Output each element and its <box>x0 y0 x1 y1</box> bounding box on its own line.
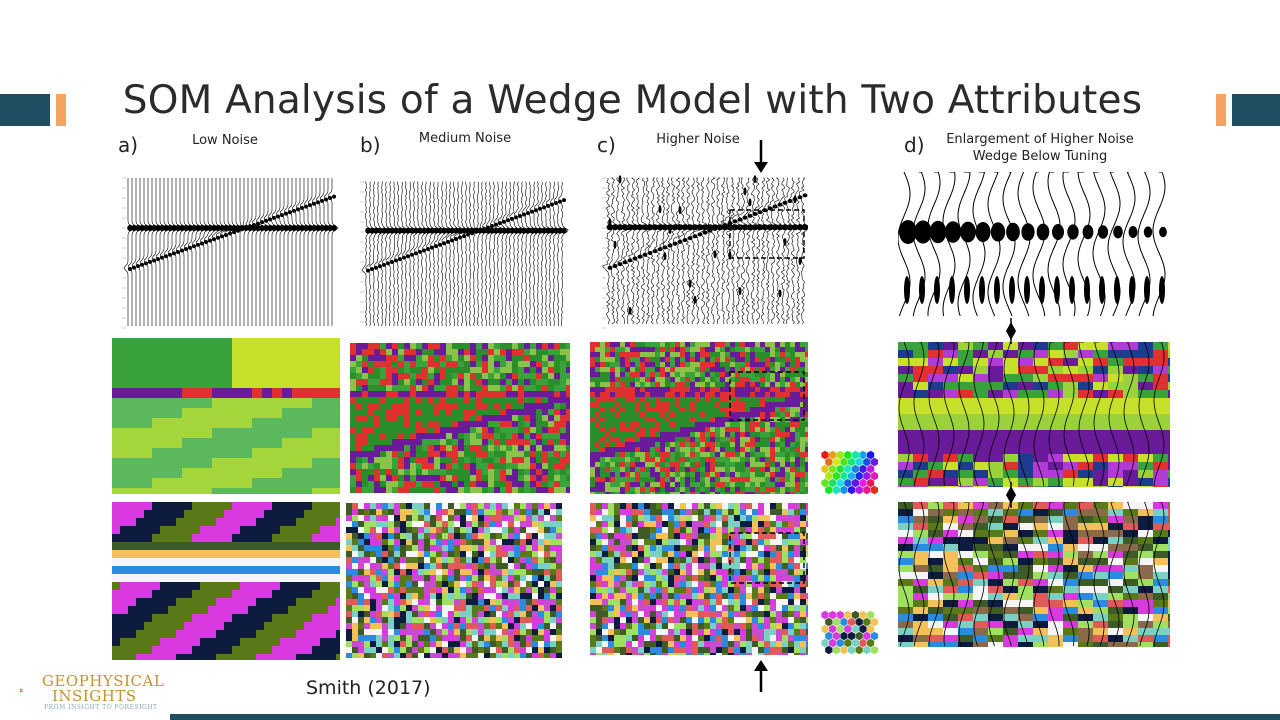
citation: Smith (2017) <box>306 677 431 699</box>
right-accent-tab <box>1216 94 1226 126</box>
panel-d-heading-line1: Enlargement of Higher Noise <box>946 132 1134 147</box>
logo-tagline: FROM INSIGHT TO FORESIGHT <box>44 704 158 711</box>
up-arrow-icon <box>754 660 768 692</box>
som-classes-low-noise <box>112 502 340 660</box>
slide-title: SOM Analysis of a Wedge Model with Two A… <box>122 78 1143 124</box>
logo-line2: INSIGHTS <box>52 687 137 705</box>
wiggle-higher-noise <box>590 172 808 330</box>
som-map-low-noise <box>112 338 340 494</box>
down-arrow-icon <box>754 140 768 173</box>
bottom-bar <box>170 714 1280 720</box>
panel-a-heading: Low Noise <box>192 133 258 148</box>
panel-a-letter: a) <box>118 133 139 157</box>
enlarged-som-map <box>898 342 1170 487</box>
wiggle-medium-noise <box>348 176 570 332</box>
left-accent-tab <box>56 94 66 126</box>
diamond-marker-upper <box>1006 318 1016 344</box>
wiggle-low-noise <box>110 172 340 332</box>
left-accent-bar <box>0 94 50 126</box>
panel-c-heading: Higher Noise <box>656 132 740 147</box>
logo-wordmark: GEOPHYSICAL INSIGHTS <box>42 674 164 704</box>
som-2d-colormap-hex <box>821 450 878 495</box>
som-classes-higher-noise <box>590 503 808 655</box>
enlarged-som-classes <box>898 502 1170 647</box>
panel-d-heading-line2: Wedge Below Tuning <box>972 149 1108 164</box>
som-classes-medium-noise <box>346 503 562 658</box>
enlarged-wiggle <box>898 172 1170 318</box>
logo-line1: GEOPHYSICAL <box>42 672 165 690</box>
som-map-higher-noise <box>590 342 808 494</box>
panel-d-letter: d) <box>904 133 925 157</box>
panel-b-letter: b) <box>360 133 381 157</box>
diamond-marker-lower <box>1006 482 1016 508</box>
geophysical-insights-logo-icon <box>20 688 24 693</box>
panel-d-heading: Enlargement of Higher Noise Wedge Below … <box>940 131 1140 165</box>
panel-c-letter: c) <box>597 133 616 157</box>
som-class-colormap-hex <box>821 610 878 655</box>
right-accent-bar <box>1232 94 1280 126</box>
panel-b-heading: Medium Noise <box>418 131 512 146</box>
som-map-medium-noise <box>350 343 570 493</box>
